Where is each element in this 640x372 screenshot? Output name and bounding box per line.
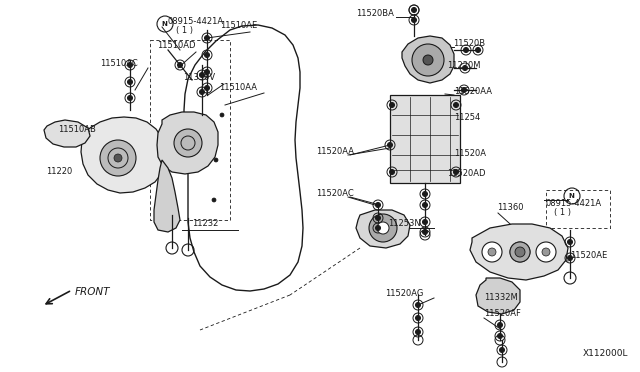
Circle shape	[476, 48, 481, 52]
Circle shape	[412, 7, 417, 13]
Circle shape	[127, 62, 132, 67]
Text: 11220M: 11220M	[447, 61, 481, 71]
Circle shape	[387, 142, 392, 148]
Text: 08915-4421A: 08915-4421A	[168, 17, 224, 26]
Text: 11350V: 11350V	[183, 74, 215, 83]
Polygon shape	[184, 25, 303, 291]
Text: 11520AG: 11520AG	[385, 289, 424, 298]
Text: 11232: 11232	[192, 219, 218, 228]
Circle shape	[482, 242, 502, 262]
Circle shape	[415, 302, 420, 308]
Circle shape	[488, 248, 496, 256]
Text: N: N	[568, 193, 574, 199]
Text: 11253N: 11253N	[388, 218, 420, 228]
Circle shape	[422, 192, 428, 196]
Circle shape	[127, 80, 132, 84]
Circle shape	[377, 222, 389, 234]
Circle shape	[422, 219, 428, 224]
Text: 11510AD: 11510AD	[157, 42, 195, 51]
Text: 11520AE: 11520AE	[570, 251, 607, 260]
Text: FRONT: FRONT	[75, 287, 111, 297]
Text: X112000L: X112000L	[582, 349, 628, 358]
Polygon shape	[470, 224, 568, 280]
Text: 08915-4421A: 08915-4421A	[546, 199, 602, 208]
Circle shape	[376, 215, 381, 221]
Text: 11510AC: 11510AC	[100, 58, 138, 67]
Circle shape	[205, 86, 209, 90]
Circle shape	[515, 247, 525, 257]
Circle shape	[212, 198, 216, 202]
Circle shape	[177, 62, 182, 67]
Text: 11520AA: 11520AA	[316, 147, 354, 155]
Circle shape	[454, 103, 458, 108]
Circle shape	[205, 52, 209, 58]
Text: 11520AC: 11520AC	[316, 189, 354, 198]
Circle shape	[114, 154, 122, 162]
Circle shape	[499, 347, 504, 353]
Text: 11254: 11254	[454, 113, 480, 122]
Circle shape	[100, 140, 136, 176]
Polygon shape	[476, 278, 520, 314]
Circle shape	[510, 242, 530, 262]
Circle shape	[412, 17, 417, 22]
Circle shape	[390, 103, 394, 108]
Circle shape	[127, 96, 132, 100]
Circle shape	[422, 230, 428, 234]
Circle shape	[415, 330, 420, 334]
Circle shape	[497, 323, 502, 327]
Polygon shape	[157, 112, 218, 174]
Circle shape	[423, 55, 433, 65]
Text: 11520BA: 11520BA	[356, 9, 394, 17]
Polygon shape	[81, 117, 165, 193]
Circle shape	[205, 35, 209, 41]
Text: 11510AB: 11510AB	[58, 125, 96, 135]
Text: 11510AE: 11510AE	[220, 22, 257, 31]
Circle shape	[422, 202, 428, 208]
Bar	[390, 95, 460, 183]
Circle shape	[220, 113, 224, 117]
Text: 11520B: 11520B	[453, 38, 485, 48]
Circle shape	[376, 202, 381, 208]
Circle shape	[390, 170, 394, 174]
Text: N: N	[161, 21, 167, 27]
Text: ( 1 ): ( 1 )	[554, 208, 571, 218]
Text: 11520AF: 11520AF	[484, 310, 521, 318]
Text: ( 1 ): ( 1 )	[176, 26, 193, 35]
Circle shape	[461, 87, 467, 93]
Polygon shape	[44, 120, 90, 147]
Circle shape	[214, 158, 218, 162]
Text: 11520AA: 11520AA	[454, 87, 492, 96]
Circle shape	[454, 170, 458, 174]
Circle shape	[174, 129, 202, 157]
Circle shape	[200, 90, 205, 94]
Circle shape	[497, 334, 502, 339]
Circle shape	[369, 214, 397, 242]
Text: 11510AA: 11510AA	[219, 83, 257, 93]
Circle shape	[568, 240, 573, 244]
Circle shape	[536, 242, 556, 262]
Circle shape	[205, 70, 209, 74]
Circle shape	[463, 65, 467, 71]
Circle shape	[376, 225, 381, 231]
Text: 11332M: 11332M	[484, 294, 518, 302]
Polygon shape	[154, 160, 180, 232]
Circle shape	[510, 242, 530, 262]
Circle shape	[542, 248, 550, 256]
Text: 11360: 11360	[497, 203, 524, 212]
Polygon shape	[356, 210, 410, 248]
Circle shape	[463, 48, 468, 52]
Circle shape	[412, 44, 444, 76]
Text: 11520AD: 11520AD	[447, 170, 486, 179]
Circle shape	[568, 256, 573, 260]
Circle shape	[200, 73, 205, 77]
Text: 11520A: 11520A	[454, 150, 486, 158]
Circle shape	[516, 248, 524, 256]
Text: 11220: 11220	[46, 167, 72, 176]
Circle shape	[415, 315, 420, 321]
Polygon shape	[402, 36, 454, 83]
